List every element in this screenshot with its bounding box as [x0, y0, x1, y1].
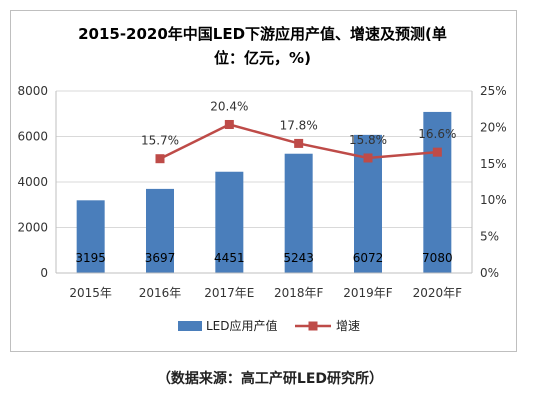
- line-marker: [155, 154, 165, 164]
- bar-series: [76, 111, 452, 274]
- line-point-label: 15.8%: [349, 133, 387, 147]
- y-right-tick-label: 5%: [480, 230, 499, 244]
- bar-value-label: 4451: [214, 251, 245, 265]
- bar-value-label: 3697: [145, 251, 176, 265]
- x-tick-label: 2017年E: [204, 286, 254, 300]
- bar-value-label: 5243: [283, 251, 314, 265]
- bar: [423, 111, 452, 274]
- y-left-tick-label: 2000: [17, 221, 48, 235]
- legend-marker-line: [308, 321, 318, 331]
- line-series: [155, 119, 442, 164]
- bar-value-label: 3195: [75, 251, 106, 265]
- bar: [215, 171, 244, 273]
- bar: [146, 188, 174, 273]
- y-right-tick-label: 20%: [480, 120, 507, 134]
- line-point-labels: 15.7% 20.4% 17.8% 15.8% 16.6%: [141, 99, 456, 147]
- x-tick-label: 2019年F: [343, 286, 393, 300]
- x-tick-label: 2016年: [139, 286, 182, 300]
- x-tick-label: 2018年F: [274, 286, 324, 300]
- line-point-label: 17.8%: [280, 118, 318, 132]
- gridlines: [56, 90, 472, 228]
- line-point-label: 16.6%: [418, 127, 456, 141]
- line-marker: [224, 119, 234, 129]
- line-marker: [363, 153, 373, 163]
- bar-labels: 3195 3697 4451 5243 6072 7080: [75, 251, 452, 265]
- axes: 0 2000 4000 6000 8000 0% 5% 10% 15% 20% 25% 2015年 20…: [17, 84, 506, 300]
- y-left-tick-label: 6000: [17, 130, 48, 144]
- data-source-note: （数据来源：高工产研LED研究所）: [156, 371, 384, 387]
- y-left-tick-label: 4000: [17, 175, 48, 189]
- legend-label-line: 增速: [336, 319, 360, 333]
- y-right-tick-label: 15%: [480, 157, 507, 171]
- bar: [284, 153, 313, 273]
- legend-label-bar: LED应用产值: [206, 318, 278, 333]
- y-right-tick-label: 25%: [480, 84, 507, 98]
- line-marker: [432, 147, 442, 157]
- bar-value-label: 6072: [353, 251, 384, 265]
- x-tick-label: 2015年: [69, 286, 112, 300]
- line-point-label: 20.4%: [210, 99, 248, 113]
- legend: LED应用产值 增速: [178, 318, 360, 333]
- y-right-tick-label: 0%: [480, 266, 499, 280]
- chart-title: 2015-2020年中国LED下游应用产值、增速及预测(单 位：亿元，%): [10, 22, 515, 70]
- chart-title-line-1: 2015-2020年中国LED下游应用产值、增速及预测(单: [78, 25, 447, 43]
- bar: [76, 200, 105, 273]
- legend-swatch-bar: [178, 321, 202, 331]
- y-left-tick-label: 0: [40, 266, 48, 280]
- y-left-tick-label: 8000: [17, 84, 48, 98]
- y-right-tick-label: 10%: [480, 193, 507, 207]
- line-point-label: 15.7%: [141, 134, 179, 148]
- x-tick-label: 2020年F: [413, 286, 463, 300]
- bar-value-label: 7080: [422, 251, 453, 265]
- line-marker: [294, 138, 304, 148]
- chart-title-line-2: 位：亿元，%): [214, 49, 311, 67]
